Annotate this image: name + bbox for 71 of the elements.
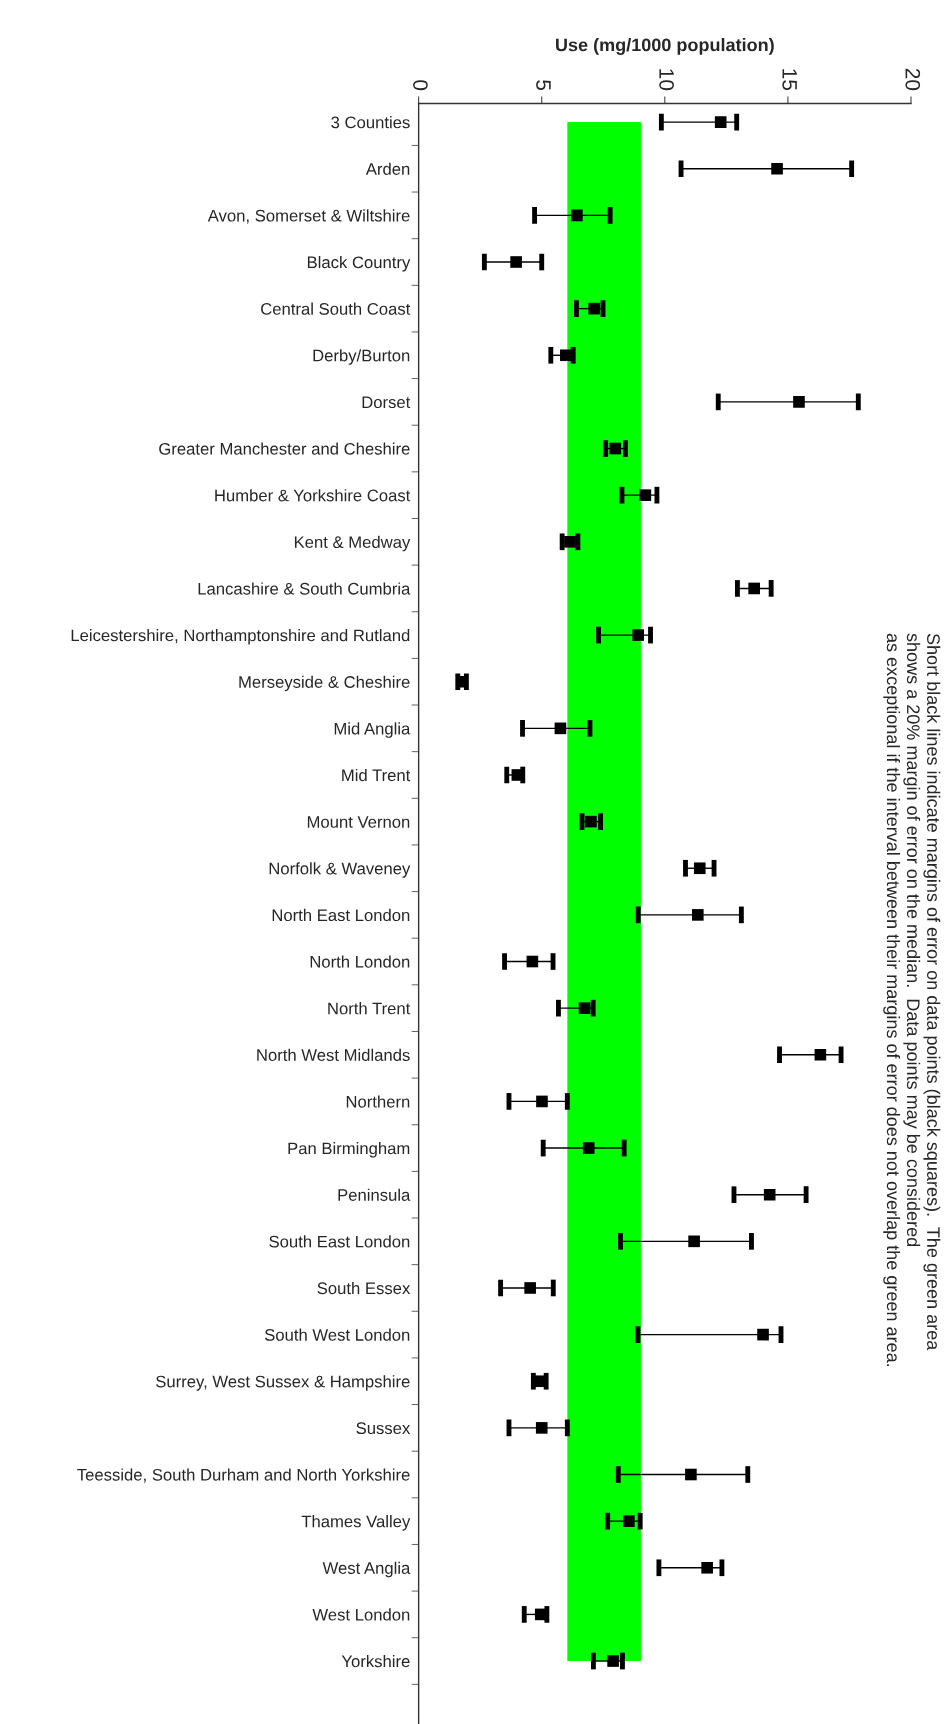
x-tick-label: 0: [413, 80, 428, 91]
y-tick-label: Derby/Burton: [313, 349, 410, 365]
x-axis-title: Use (mg/1000 population): [556, 38, 774, 55]
point: [585, 815, 597, 828]
x-tick-label: 10: [659, 69, 674, 91]
point: [748, 582, 760, 595]
point: [771, 162, 783, 175]
point: [623, 1515, 635, 1527]
point: [571, 209, 583, 222]
point: [691, 909, 704, 921]
y-tick-label: Peninsula: [338, 1188, 411, 1201]
y-tick-label: South West London: [264, 1328, 410, 1341]
point: [536, 1095, 548, 1108]
x-tick-label: 5: [536, 80, 551, 91]
y-tick-label: Norfolk & Waveney: [269, 862, 411, 878]
y-tick-label: West London: [312, 1608, 410, 1621]
y-tick-label: Dorset: [362, 396, 411, 409]
point: [632, 629, 645, 641]
y-tick-label: North Trent: [328, 1002, 411, 1015]
y-tick-label: Thames Valley: [301, 1515, 411, 1531]
point: [588, 302, 600, 315]
y-tick-label: West Anglia: [322, 1561, 411, 1578]
point: [639, 489, 652, 501]
y-tick-label: Black Country: [307, 255, 411, 272]
y-tick-label: Arden: [365, 162, 410, 175]
point: [526, 955, 539, 968]
point: [554, 722, 567, 735]
y-tick-label: South Essex: [317, 1281, 411, 1295]
point: [560, 349, 572, 362]
y-tick-label: Humber & Yorkshire Coast: [215, 489, 411, 502]
point: [693, 862, 706, 875]
point: [535, 1422, 548, 1434]
point: [757, 1328, 769, 1341]
x-tick-label: 20: [905, 68, 921, 91]
point: [763, 1188, 776, 1201]
point: [524, 1282, 536, 1294]
y-tick-label: Merseyside & Cheshire: [239, 675, 410, 692]
point: [701, 1561, 713, 1574]
y-tick-label: South East London: [269, 1235, 410, 1248]
point: [685, 1468, 697, 1481]
annotation: Short black lines indicate margins of error on data points (black squares). The green area shows a 20% margin of error on the median. Data points may be considered as exceptional if the interval between their margins of error does not overlap the green area.: [883, 633, 941, 1367]
point: [793, 396, 805, 408]
y-tick-label: North London: [310, 955, 410, 968]
point: [714, 116, 727, 128]
point: [510, 256, 522, 268]
y-tick-label: North East London: [272, 908, 410, 922]
point: [582, 1142, 595, 1154]
y-tick-label: Avon, Somerset & Wiltshire: [207, 209, 410, 224]
y-tick-label: Mid Anglia: [334, 722, 411, 738]
x-tick-label: 15: [782, 69, 797, 91]
y-tick-label: Northern: [346, 1095, 410, 1108]
point: [607, 1655, 619, 1667]
point: [609, 442, 622, 455]
y-tick-label: Pan Birmingham: [288, 1142, 410, 1158]
y-tick-label: Teesside, South Durham and North Yorkshire: [77, 1468, 410, 1483]
point: [578, 1002, 591, 1014]
y-tick-label: North West Midlands: [257, 1048, 410, 1061]
y-tick-label: Greater Manchester and Cheshire: [159, 442, 410, 455]
y-tick-label: Sussex: [356, 1422, 411, 1435]
y-tick-label: Mid Trent: [342, 768, 411, 782]
y-tick-label: Leicestershire, Northamptonshire and Rutland: [71, 629, 410, 645]
point: [564, 536, 576, 548]
y-tick-label: Yorkshire: [341, 1655, 410, 1668]
y-tick-label: Surrey, West Sussex & Hampshire: [156, 1375, 410, 1391]
y-tick-label: Lancashire & South Cumbria: [198, 582, 411, 595]
point: [688, 1235, 700, 1248]
y-tick-label: 3 Counties: [331, 116, 410, 129]
y-tick-label: Central South Coast: [261, 302, 411, 315]
y-tick-label: Kent & Medway: [294, 535, 411, 552]
y-tick-label: Mount Vernon: [307, 816, 410, 828]
point: [814, 1048, 827, 1061]
